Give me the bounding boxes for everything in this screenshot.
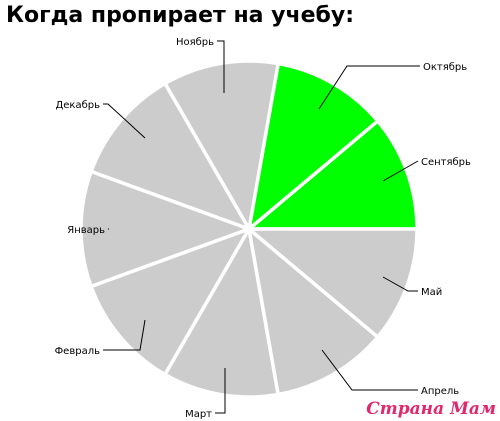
leader-lines bbox=[103, 40, 420, 414]
slice-label-1: Май bbox=[421, 287, 442, 298]
slice-label-2: Апрель bbox=[421, 386, 459, 397]
pie-slice-6 bbox=[163, 227, 280, 399]
chart-title: Когда пропирает на учебу: bbox=[6, 3, 355, 28]
pie-slice-0 bbox=[247, 119, 419, 231]
pie-slice-3 bbox=[89, 81, 251, 231]
leader-line-3 bbox=[215, 368, 226, 414]
slice-label-5: Январь bbox=[67, 225, 105, 236]
slice-label-8: Октябрь bbox=[423, 62, 467, 73]
slice-label-3: Март bbox=[185, 409, 212, 420]
leader-line-4 bbox=[103, 319, 146, 351]
slice-label-4: Февраль bbox=[55, 346, 101, 357]
slice-label-6: Декабрь bbox=[55, 100, 100, 111]
watermark-logo: Страна Мам bbox=[366, 399, 496, 419]
slice-labels: Сентябрь Май Апрель Март Февраль Январь Декабр… bbox=[55, 37, 471, 420]
slice-label-0: Сентябрь bbox=[421, 157, 471, 168]
leader-line-7 bbox=[217, 40, 225, 93]
leader-line-6 bbox=[103, 103, 146, 139]
pie-slice-2 bbox=[163, 59, 280, 231]
pie-slice-1 bbox=[247, 61, 380, 231]
pie-slice-4 bbox=[79, 169, 251, 289]
pie-slices bbox=[79, 59, 419, 399]
leader-line-0 bbox=[382, 160, 419, 182]
pie-slice-5 bbox=[89, 227, 251, 377]
pie-slice-8 bbox=[247, 227, 419, 339]
slice-label-7: Ноябрь bbox=[176, 37, 214, 48]
leader-line-8 bbox=[318, 65, 420, 110]
pie-slice-7 bbox=[247, 227, 380, 397]
leader-line-1 bbox=[382, 276, 418, 292]
leader-line-2 bbox=[321, 349, 418, 391]
